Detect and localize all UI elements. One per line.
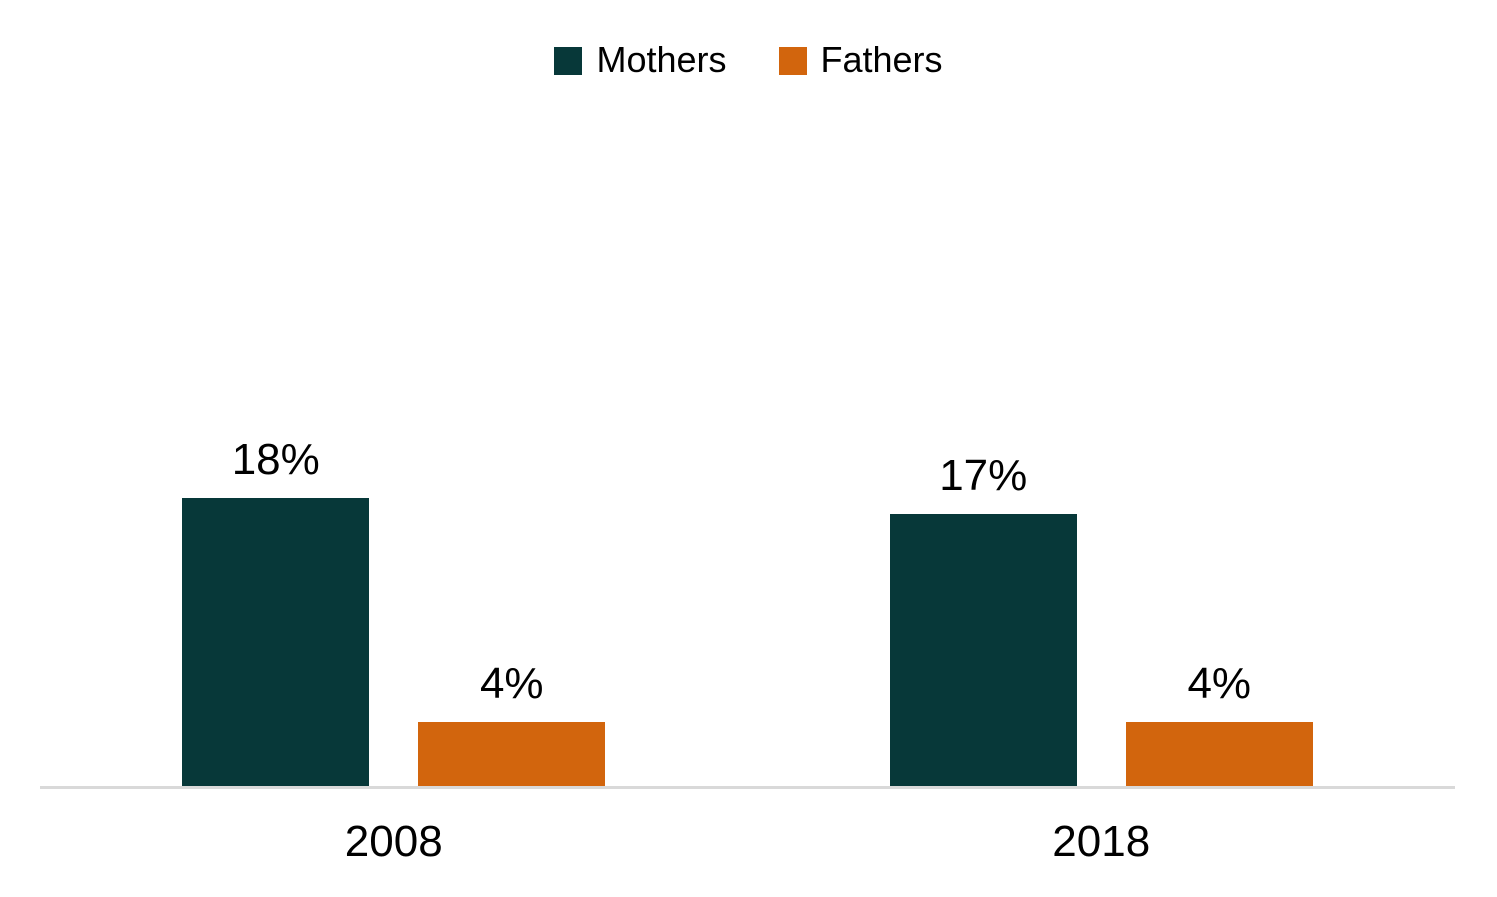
bar-group-2008: 18% 4% [182,435,606,786]
bar-wrap-fathers-2008: 4% [418,659,606,786]
legend-swatch-mothers [554,47,583,75]
x-axis-label-2008: 2008 [344,817,443,866]
bar-wrap-mothers-2008: 18% [182,435,370,786]
bar-value-label-fathers-2018: 4% [1187,659,1252,708]
bar-wrap-mothers-2018: 17% [889,451,1077,786]
bar-mothers-2018 [889,514,1077,786]
legend-label-fathers: Fathers [820,39,943,80]
legend-item-mothers: Mothers [554,39,727,80]
bar-fathers-2008 [418,722,606,786]
plot-area: 18% 4% 17% 4% 2008 2018 [40,0,1455,897]
x-axis-label-2018: 2018 [1052,817,1151,866]
bar-group-2018: 17% 4% [889,451,1313,786]
legend-swatch-fathers [778,47,807,75]
legend-label-mothers: Mothers [596,39,727,80]
x-axis-line [40,786,1455,789]
bar-value-label-fathers-2008: 4% [479,659,544,708]
bar-value-label-mothers-2018: 17% [939,451,1028,500]
bar-mothers-2008 [182,498,370,786]
x-axis-labels: 2008 2018 [40,820,1455,864]
bar-groups: 18% 4% 17% 4% [40,438,1455,786]
bar-fathers-2018 [1125,722,1313,786]
legend-item-fathers: Fathers [778,39,943,80]
bar-wrap-fathers-2018: 4% [1125,659,1313,786]
chart-legend: Mothers Fathers [0,42,1497,80]
bar-value-label-mothers-2008: 18% [231,435,320,484]
